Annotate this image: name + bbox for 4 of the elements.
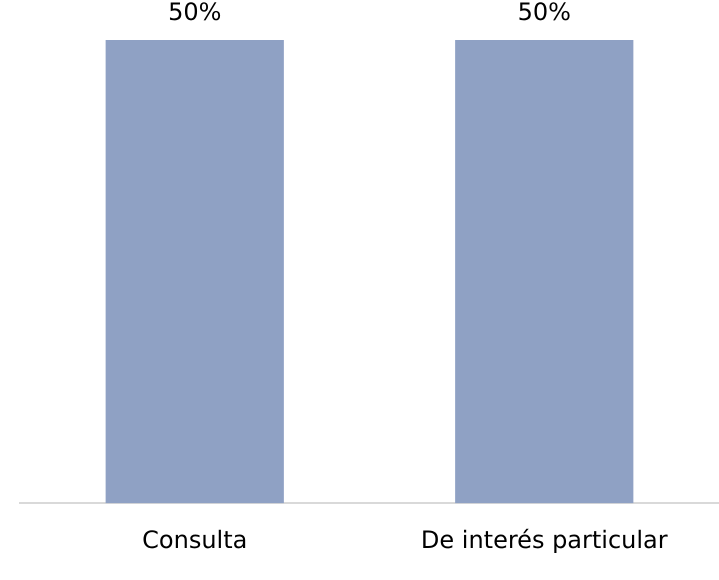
- x-tick-label: Consulta: [142, 526, 248, 554]
- x-tick-label: De interés particular: [420, 526, 668, 554]
- data-label: 50%: [168, 0, 222, 26]
- data-label: 50%: [518, 0, 571, 26]
